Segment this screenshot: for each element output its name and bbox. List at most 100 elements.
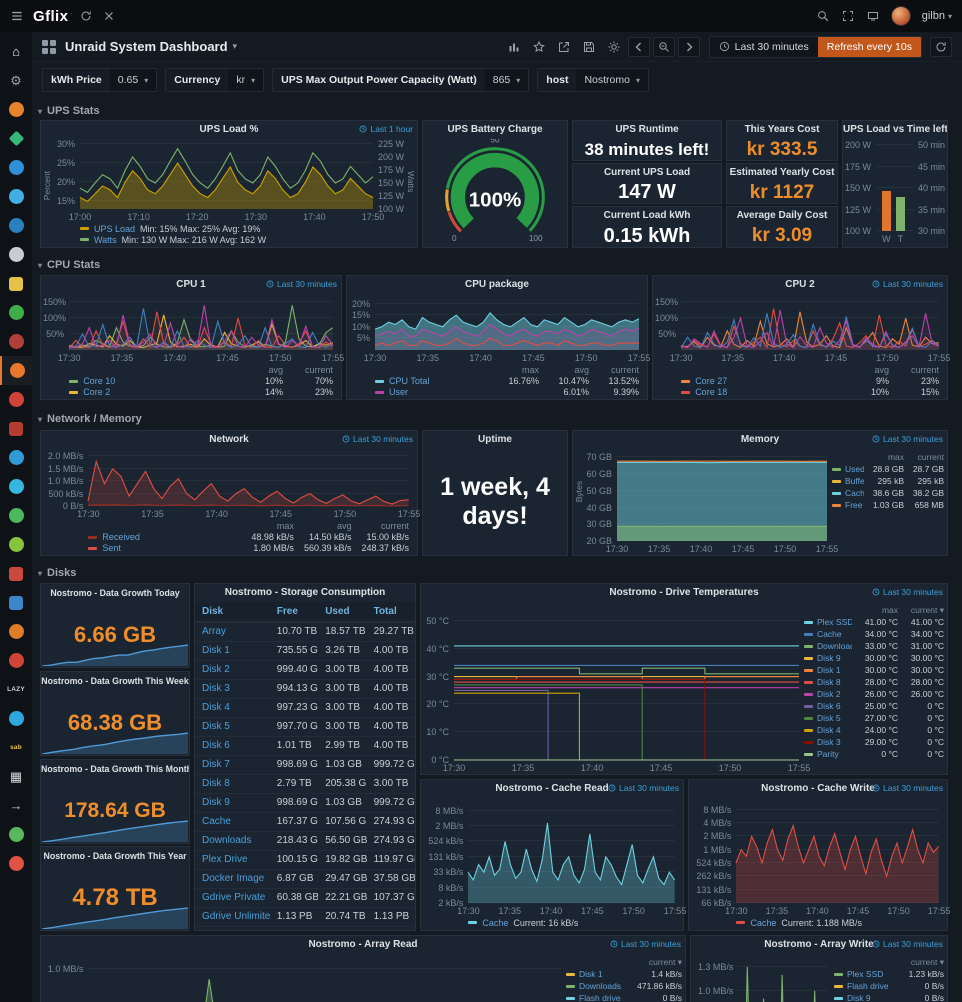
panel-title[interactable]: Nostromo - Drive Temperatures <box>609 587 759 598</box>
legend-column-header[interactable]: current <box>304 365 333 375</box>
row-header-disks[interactable]: ▾ Disks <box>38 567 76 579</box>
legend-item[interactable]: Core 27 9% 23% <box>681 376 939 387</box>
column-header-free[interactable]: Free <box>269 602 319 623</box>
add-panel-button[interactable] <box>503 37 525 57</box>
panel-title[interactable]: Current Load kWh <box>603 210 691 221</box>
star-button[interactable] <box>528 37 550 57</box>
sidebar-item-app-lazy-icon[interactable]: LAZY <box>0 675 32 704</box>
legend-item[interactable]: Sent 1.80 MB/s 560.39 kB/s 248.37 kB/s <box>88 543 409 554</box>
legend-column-header[interactable]: current ▾ <box>910 604 944 615</box>
variable-2[interactable]: UPS Max Output Power Capacity (Watt) 865 ▾ <box>272 68 530 92</box>
panel-title[interactable]: Memory <box>740 434 780 445</box>
sync-icon[interactable] <box>79 9 93 23</box>
column-header-total[interactable]: Total <box>366 602 415 623</box>
search-icon[interactable] <box>816 9 830 23</box>
sidebar-item-app-icon-5[interactable] <box>0 153 32 182</box>
legend-item[interactable]: Disk 9 0 B/s <box>834 992 944 1002</box>
sidebar-item-app-icon-10[interactable] <box>0 298 32 327</box>
panel-title[interactable]: UPS Runtime <box>615 124 679 135</box>
variable-value-dropdown[interactable]: Nostromo ▾ <box>576 69 648 91</box>
legend-item[interactable]: Buffered 295 kB 295 kB <box>832 475 944 487</box>
legend-item[interactable]: Core 2 14% 23% <box>69 387 333 398</box>
panel-title[interactable]: Estimated Yearly Cost <box>729 167 835 178</box>
legend-item[interactable]: Core 18 10% 15% <box>681 387 939 398</box>
sidebar-item-app-icon-4[interactable] <box>0 124 32 153</box>
legend-item[interactable]: Disk 1 30.00 °C 30.00 °C <box>804 664 944 676</box>
row-header-ups-stats[interactable]: ▾ UPS Stats <box>38 105 100 117</box>
sidebar-item-app-icon-21[interactable] <box>0 617 32 646</box>
column-header-used[interactable]: Used <box>318 602 367 623</box>
sidebar-item-app-icon-15[interactable] <box>0 443 32 472</box>
legend-column-header[interactable]: avg <box>874 365 889 375</box>
panel-title[interactable]: Nostromo - Data Growth This Week <box>41 676 189 686</box>
variable-value-dropdown[interactable]: 0.65 ▾ <box>110 69 156 91</box>
legend-item[interactable]: Disk 9 30.00 °C 30.00 °C <box>804 652 944 664</box>
fullscreen-icon[interactable] <box>841 9 855 23</box>
app-logo[interactable]: Gflix <box>33 7 69 25</box>
panel-title[interactable]: Current UPS Load <box>603 167 691 178</box>
legend-item[interactable]: Plex SSD 41.00 °C 41.00 °C <box>804 616 944 628</box>
legend-item[interactable]: Disk 8 28.00 °C 28.00 °C <box>804 676 944 688</box>
legend-column-header[interactable]: avg <box>336 521 352 531</box>
panel-title[interactable]: Nostromo - Data Growth This Month <box>41 764 189 774</box>
sidebar-item-home-icon[interactable]: ⌂ <box>0 37 32 66</box>
legend-item[interactable]: Disk 3 29.00 °C 0 °C <box>804 736 944 748</box>
sidebar-item-app-icon-22[interactable] <box>0 646 32 675</box>
panel-title[interactable]: Nostromo - Array Read <box>308 939 418 950</box>
zoom-out-button[interactable] <box>652 36 675 57</box>
sidebar-item-logout-icon[interactable]: → <box>0 791 32 820</box>
sidebar-item-app-icon-7[interactable] <box>0 211 32 240</box>
legend-column-header[interactable]: current <box>910 365 939 375</box>
sidebar-item-app-icon-18[interactable] <box>0 530 32 559</box>
panel-title[interactable]: CPU 1 <box>176 279 206 290</box>
cache-read-plot[interactable]: 2 kB/s 8 kB/s 33 kB/s 131 kB/s 524 kB/s 2 MB/… <box>428 803 686 916</box>
panel-title[interactable]: Nostromo - Data Growth This Year <box>43 851 187 861</box>
variable-1[interactable]: Currency kr ▾ <box>165 68 265 92</box>
sidebar-item-app-icon-13[interactable] <box>0 385 32 414</box>
legend-column-header[interactable]: current ▾ <box>648 956 682 967</box>
sidebar-item-settings-gear-icon[interactable]: ⚙ <box>0 66 32 95</box>
sidebar-item-app-icon-9[interactable] <box>0 269 32 298</box>
ups-load-plot[interactable]: 15% 20% 25% 30% 100 W 125 W 150 W 175 W 200 W 225… <box>57 139 404 222</box>
refresh-button[interactable] <box>930 36 952 57</box>
legend-column-header[interactable]: max <box>276 521 294 531</box>
legend-item[interactable]: Parity 0 °C 0 °C <box>804 748 944 760</box>
panel-title[interactable]: Nostromo - Storage Consumption <box>224 587 386 598</box>
sidebar-item-app-icon-20[interactable] <box>0 588 32 617</box>
variable-0[interactable]: kWh Price 0.65 ▾ <box>42 68 158 92</box>
menu-icon[interactable] <box>10 9 24 23</box>
panel-title[interactable]: Nostromo - Cache Write <box>761 783 875 794</box>
legend-column-header[interactable]: current ▾ <box>910 956 944 967</box>
kiosk-tv-icon[interactable] <box>866 9 880 23</box>
panel-title[interactable]: Uptime <box>478 434 512 445</box>
time-back-button[interactable] <box>627 36 650 57</box>
refresh-interval-button[interactable]: Refresh every 10s <box>817 36 921 57</box>
legend-item[interactable]: Flash drive 0 B/s <box>566 992 682 1002</box>
legend-column-header[interactable]: avg <box>574 365 589 375</box>
legend-column-header[interactable]: max <box>887 452 904 462</box>
legend-item[interactable]: Used 28.8 GB 28.7 GB <box>832 463 944 475</box>
legend-item[interactable]: Disk 2 26.00 °C 26.00 °C <box>804 688 944 700</box>
legend-item[interactable]: Core 10 10% 70% <box>69 376 333 387</box>
legend-item[interactable]: Disk 1 1.4 kB/s <box>566 968 682 980</box>
sidebar-item-app-icon-29[interactable] <box>0 849 32 878</box>
array-write-plot[interactable]: 1.0 MB/s1.3 MB/s17:3017:3517:4017:4517:5… <box>698 959 829 1002</box>
variable-value-dropdown[interactable]: 865 ▾ <box>485 69 529 91</box>
user-menu[interactable]: gilbn ▾ <box>922 10 952 22</box>
time-forward-button[interactable] <box>677 36 700 57</box>
sidebar-item-app-icon-14[interactable] <box>0 414 32 443</box>
dashboard-title[interactable]: Unraid System Dashboard <box>65 39 228 54</box>
row-header-network-memory[interactable]: ▾ Network / Memory <box>38 413 142 425</box>
panel-title[interactable]: Nostromo - Cache Read <box>495 783 609 794</box>
cpu1-plot[interactable]: 50% 100% 150% 17:30 17:35 17:40 17:45 17:50 17:5… <box>43 297 344 363</box>
save-button[interactable] <box>578 37 600 57</box>
cache-write-plot[interactable]: 66 kB/s 131 kB/s 262 kB/s 524 kB/s 1 MB/s 2 M… <box>696 803 950 916</box>
panel-title[interactable]: This Years Cost <box>744 124 820 135</box>
share-button[interactable] <box>553 37 575 57</box>
temps-plot[interactable]: 0 °C 10 °C 20 °C 30 °C 40 °C 50 °C 17:30 17:35 1… <box>426 607 810 773</box>
sidebar-item-app-sab-icon[interactable]: sab <box>0 733 32 762</box>
network-plot[interactable]: 0 B/s 500 kB/s 1.0 MB/s 1.5 MB/s 2.0 MB/s 17:… <box>48 451 420 519</box>
panel-title[interactable]: Nostromo - Array Write <box>764 939 874 950</box>
panel-title[interactable]: Average Daily Cost <box>736 210 828 221</box>
